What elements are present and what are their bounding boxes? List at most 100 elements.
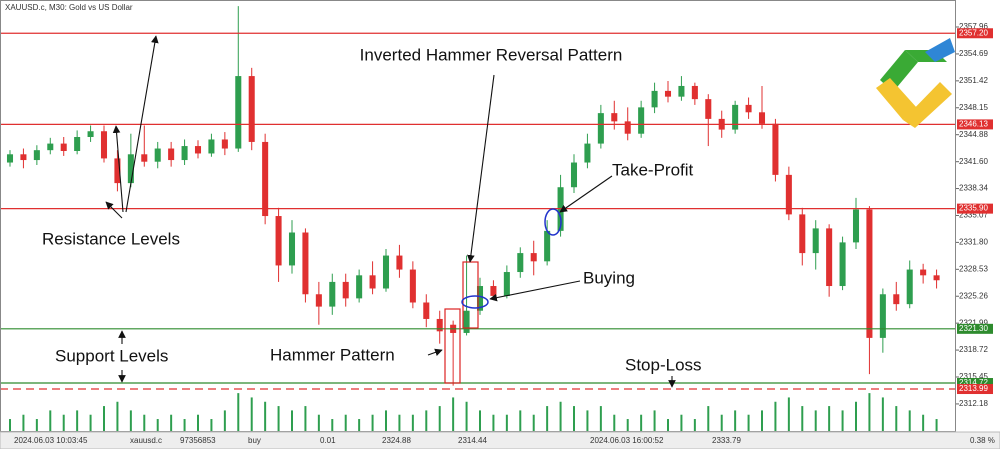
candle-body [248,76,255,142]
candle-body [154,148,161,162]
level-label: 2321.30 [959,324,988,333]
footer-item: 2324.88 [382,436,411,445]
y-tick-label: 2315.45 [959,372,988,381]
level-label: 2335.90 [959,204,988,213]
candle-body [127,154,134,184]
candle-body [893,294,900,305]
candle-body [476,286,484,311]
candle-body [382,255,390,289]
candle-body [302,232,309,295]
candle-body [436,318,443,332]
level-label: 2357.20 [959,28,988,37]
candle-body [409,269,416,303]
candle-body [141,154,148,162]
y-tick-label: 2357.96 [959,22,988,31]
candle-body [396,255,403,270]
annotation: Take-Profit [612,160,694,179]
candle-body [33,150,40,161]
candle-body [369,275,376,289]
y-tick-label: 2344.88 [959,130,988,139]
candle-body [678,85,685,97]
annotation: Support Levels [55,346,168,365]
candle-body [691,85,698,100]
footer-item: 0.38 % [970,436,995,445]
level-label: 2313.99 [959,384,988,393]
y-tick-label: 2325.26 [959,291,988,300]
candle-body [503,272,510,296]
candle-body [745,104,752,113]
annotation: Hammer Pattern [270,345,395,364]
candle-body [490,286,497,296]
y-tick-label: 2331.80 [959,237,988,246]
level-box [957,28,993,39]
level-box [957,378,993,389]
level-label: 2346.13 [959,120,988,129]
candle-body [530,253,537,262]
candle-body [651,90,658,108]
annotation-shapes [105,35,676,388]
candle-body [74,137,81,151]
candle-body [20,154,27,161]
footer-item: 97356853 [180,436,216,445]
candle-body [920,269,927,276]
annotation: Buying [583,268,635,287]
candle-body [315,294,322,307]
level-box [957,203,993,214]
candle-body [208,139,215,154]
candle-body [866,209,873,338]
candle-body [275,216,282,266]
candle-body [597,113,604,144]
candle-body [288,232,296,266]
y-tick-label: 2338.34 [959,184,988,193]
candle-body [732,104,739,130]
candle-body [262,141,269,217]
candle-body [664,90,672,97]
candle-body [611,113,618,122]
candle-body [826,228,833,287]
candle-body [879,294,886,338]
footer-item: buy [248,436,261,445]
candle-body [517,253,524,273]
candle-body [47,143,54,151]
candle-body [570,162,578,188]
candle-body [758,112,766,124]
candle-body [584,143,591,163]
candle-body [785,174,792,215]
candle-body [638,107,645,134]
footer-item: xauusd.c [130,436,162,445]
annotation: Inverted Hammer Reversal Pattern [360,45,623,64]
candle-body [705,99,712,119]
y-tick-label: 2321.99 [959,318,988,327]
y-tick-label: 2312.18 [959,399,988,408]
level-box [957,119,993,130]
footer-item: 2314.44 [458,436,487,445]
logo [876,38,955,128]
candle-body [100,131,108,159]
candle-body [181,146,188,161]
annotation: Resistance Levels [42,229,180,248]
candle-body [423,302,430,319]
candle-body [852,209,860,243]
footer-item: 0.01 [320,436,336,445]
y-tick-label: 2328.53 [959,264,988,273]
status-bar [0,431,1000,449]
level-box [957,384,993,395]
candle-body [168,148,175,161]
candle-body [839,242,846,287]
candle-body [194,146,202,154]
candle-body [772,123,779,175]
candle-body [60,143,67,151]
annotation: Stop-Loss [625,355,702,374]
chart-title: XAUUSD.c, M30: Gold vs US Dollar [5,3,133,12]
candle-body [221,139,228,149]
candle-body [329,281,336,307]
level-label: 2314.72 [959,378,988,387]
candle-body [114,158,121,184]
y-tick-label: 2354.69 [959,49,988,58]
y-tick-label: 2318.72 [959,345,988,354]
footer-item: 2333.79 [712,436,741,445]
footer-item: 2024.06.03 16:00:52 [590,436,664,445]
candle-body [624,121,631,134]
